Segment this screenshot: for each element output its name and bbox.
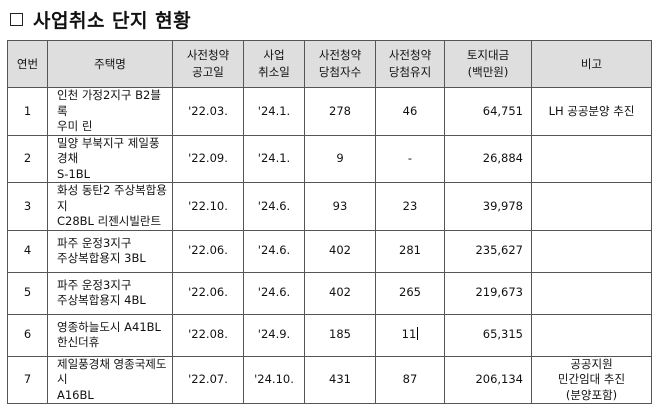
cell-no: 6 <box>7 313 48 357</box>
cell-note <box>531 271 652 315</box>
cell-note: 공공지원 민간임대 추진 (분양포함) <box>531 355 652 405</box>
text-cursor <box>417 327 419 341</box>
cell-land: 39,978 <box>444 182 532 231</box>
table-row: 2 밀양 부북지구 제일풍경채 S-1BL '22.09. '24.1. 9 -… <box>7 134 652 184</box>
cell-no: 3 <box>7 182 48 231</box>
cell-land: 64,751 <box>444 87 532 136</box>
cell-winners: 9 <box>304 134 376 184</box>
header-kept: 사전청약 당첨유지 <box>375 40 445 88</box>
cell-note <box>531 229 652 273</box>
header-note: 비고 <box>531 40 652 88</box>
cell-winners: 402 <box>304 271 376 315</box>
table-row: 3 화성 동탄2 주상복합용지 C28BL 리젠시빌란트 '22.10. '24… <box>7 182 652 231</box>
table-header-row: 연번 주택명 사전청약 공고일 사업 취소일 사전청약 당첨자수 사전청약 당첨… <box>7 40 652 88</box>
cell-land: 235,627 <box>444 229 532 273</box>
table-row: 7 제일풍경채 영종국제도시 A16BL '22.07. '24.10. 431… <box>7 355 652 405</box>
cell-name: 밀양 부북지구 제일풍경채 S-1BL <box>47 134 173 184</box>
cell-land: 219,673 <box>444 271 532 315</box>
table-row: 4 파주 운정3지구 주상복합용지 3BL '22.06. '24.6. 402… <box>7 229 652 273</box>
cell-land: 206,134 <box>444 355 532 405</box>
cell-announce: '22.06. <box>172 229 244 273</box>
cell-winners: 431 <box>304 355 376 405</box>
cell-land: 65,315 <box>444 313 532 357</box>
cell-announce: '22.08. <box>172 313 244 357</box>
cell-cancel: '24.10. <box>243 355 305 405</box>
cell-announce: '22.03. <box>172 87 244 136</box>
cell-note <box>531 134 652 184</box>
cell-cancel: '24.1. <box>243 134 305 184</box>
cell-announce: '22.10. <box>172 182 244 231</box>
header-winners: 사전청약 당첨자수 <box>304 40 376 88</box>
table-row: 5 파주 운정3지구 주상복합용지 4BL '22.06. '24.6. 402… <box>7 271 652 315</box>
cell-kept: - <box>375 134 445 184</box>
cell-kept[interactable]: 11 <box>375 313 445 357</box>
cell-kept: 265 <box>375 271 445 315</box>
cell-winners: 278 <box>304 87 376 136</box>
cell-no: 4 <box>7 229 48 273</box>
cell-name: 화성 동탄2 주상복합용지 C28BL 리젠시빌란트 <box>47 182 173 231</box>
header-announce: 사전청약 공고일 <box>172 40 244 88</box>
cell-winners: 93 <box>304 182 376 231</box>
cell-note <box>531 182 652 231</box>
header-land: 토지대금 (백만원) <box>444 40 532 88</box>
cell-name: 파주 운정3지구 주상복합용지 4BL <box>47 271 173 315</box>
cell-name: 영종하늘도시 A41BL 한신더휴 <box>47 313 173 357</box>
table-row: 1 인천 가정2지구 B2블록 우미 린 '22.03. '24.1. 278 … <box>7 87 652 136</box>
cell-note <box>531 313 652 357</box>
cell-land: 26,884 <box>444 134 532 184</box>
cell-cancel: '24.6. <box>243 271 305 315</box>
title-text: 사업취소 단지 현황 <box>33 9 192 32</box>
cell-note: LH 공공분양 추진 <box>531 87 652 136</box>
header-name: 주택명 <box>47 40 173 88</box>
cell-kept: 281 <box>375 229 445 273</box>
cell-kept: 46 <box>375 87 445 136</box>
cell-no: 5 <box>7 271 48 315</box>
cell-kept: 87 <box>375 355 445 405</box>
cell-cancel: '24.6. <box>243 182 305 231</box>
cell-cancel: '24.1. <box>243 87 305 136</box>
page-title: 사업취소 단지 현황 <box>10 6 191 32</box>
cell-announce: '22.07. <box>172 355 244 405</box>
cell-announce: '22.06. <box>172 271 244 315</box>
cancelled-projects-table: 연번 주택명 사전청약 공고일 사업 취소일 사전청약 당첨자수 사전청약 당첨… <box>7 40 652 405</box>
cell-winners: 185 <box>304 313 376 357</box>
cell-no: 2 <box>7 134 48 184</box>
cell-announce: '22.09. <box>172 134 244 184</box>
cell-cancel: '24.9. <box>243 313 305 357</box>
checkbox-square-icon <box>10 12 23 26</box>
cell-no: 1 <box>7 87 48 136</box>
cell-name: 제일풍경채 영종국제도시 A16BL <box>47 355 173 405</box>
header-cancel: 사업 취소일 <box>243 40 305 88</box>
cell-winners: 402 <box>304 229 376 273</box>
cell-kept: 23 <box>375 182 445 231</box>
header-no: 연번 <box>7 40 48 88</box>
kept-value: 11 <box>401 327 417 342</box>
cell-no: 7 <box>7 355 48 405</box>
cell-cancel: '24.6. <box>243 229 305 273</box>
cell-name: 인천 가정2지구 B2블록 우미 린 <box>47 87 173 136</box>
cell-name: 파주 운정3지구 주상복합용지 3BL <box>47 229 173 273</box>
table-row: 6 영종하늘도시 A41BL 한신더휴 '22.08. '24.9. 185 1… <box>7 313 652 357</box>
